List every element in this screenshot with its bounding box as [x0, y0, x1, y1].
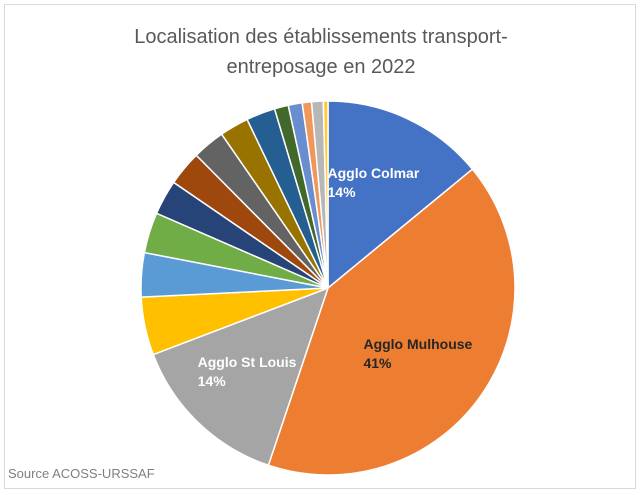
pie-slice [327, 100, 474, 290]
pie-slice [152, 286, 330, 467]
chart-title: Localisation des établissements transpor… [134, 26, 508, 78]
source-note: Source ACOSS-URSSAF [8, 466, 155, 481]
slice-value: 41% [363, 354, 392, 371]
data-label: Agglo Mulhouse 41% [363, 335, 483, 373]
data-label: Agglo St Louis 14% [198, 353, 298, 391]
slice-value: 14% [197, 372, 226, 389]
slice-value: 14% [327, 184, 356, 201]
pie-slice [322, 100, 329, 289]
slice-category: Agglo Mulhouse [363, 335, 473, 352]
slice-category: Agglo St Louis [197, 353, 297, 370]
slice-category: Agglo Colmar [327, 165, 420, 182]
data-label: Agglo Colmar 14% [328, 164, 428, 202]
chart-frame [4, 4, 636, 489]
pie-slice [267, 168, 516, 476]
